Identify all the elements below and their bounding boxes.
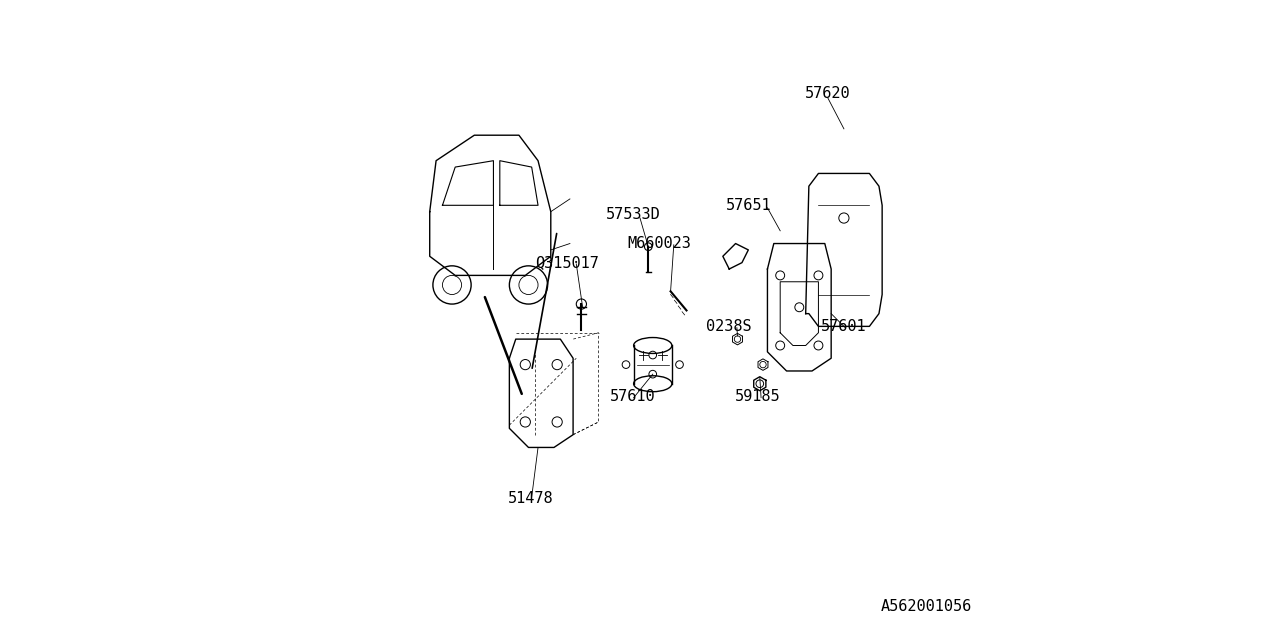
Text: 57651: 57651 [726, 198, 771, 212]
Text: Q315017: Q315017 [535, 255, 599, 270]
Text: 51478: 51478 [508, 491, 553, 506]
Text: 57620: 57620 [805, 86, 851, 101]
Text: 0238S: 0238S [707, 319, 753, 334]
Text: 57610: 57610 [609, 389, 655, 404]
Text: M660023: M660023 [627, 236, 691, 251]
Text: A562001056: A562001056 [881, 599, 973, 614]
Text: 57601: 57601 [820, 319, 867, 334]
Text: 59185: 59185 [735, 389, 781, 404]
Text: 57533D: 57533D [607, 207, 660, 222]
